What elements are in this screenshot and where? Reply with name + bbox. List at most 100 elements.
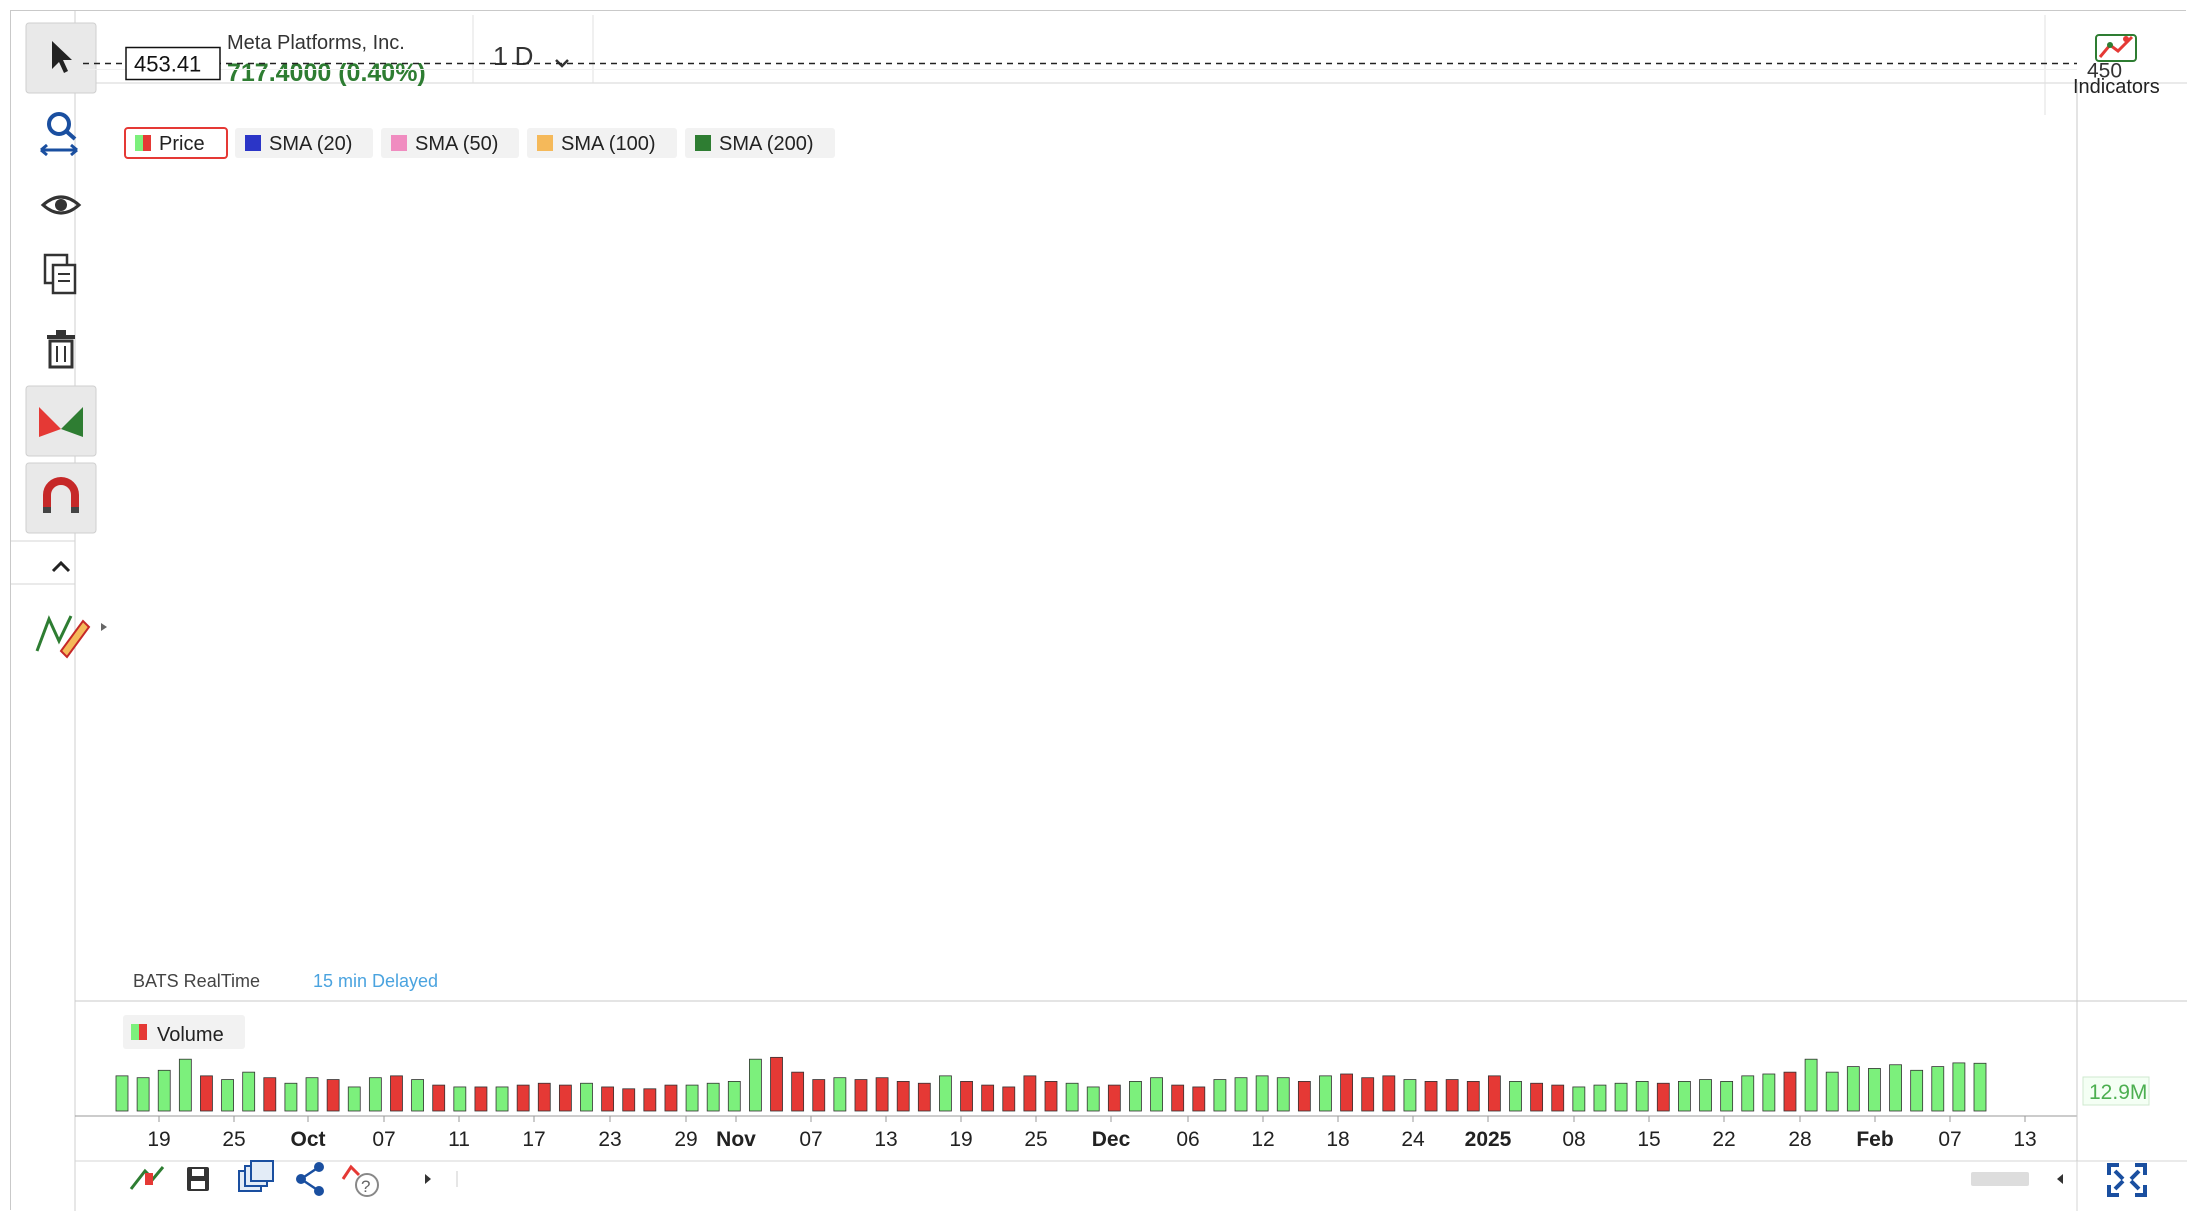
volume-value-tag [2082,1076,2150,1106]
volume-bar [960,1081,973,1112]
volume-bar [221,1079,234,1112]
scroll-thumb[interactable] [1971,1172,2029,1186]
volume-bar [917,1082,931,1112]
volume-bar [601,1086,615,1112]
volume-bar [1825,1071,1839,1112]
volume-bar [411,1079,424,1112]
copy-tool[interactable] [43,253,77,295]
volume-bar [1910,1069,1924,1112]
volume-bar [326,1079,340,1112]
x-tick-label: 23 [598,1128,621,1151]
volume-bar [284,1082,298,1112]
volume-bar [516,1084,530,1112]
volume-bar [1487,1075,1501,1112]
volume-bar [1551,1084,1565,1112]
legend-label: Price [159,133,205,155]
volume-bar [1086,1086,1100,1112]
volume-bar [1424,1081,1438,1112]
x-tick-label: 24 [1401,1128,1425,1151]
indicators-bottom-button[interactable] [129,1166,165,1190]
volume-bar [939,1075,952,1112]
legend-item-sma-20-[interactable]: SMA (20) [235,128,373,158]
price-levels [83,62,2077,65]
x-tick-label: 25 [222,1128,245,1151]
volume-bar [896,1081,910,1112]
draw-tool[interactable] [35,615,91,659]
scroll-left-button[interactable] [425,1174,431,1184]
legend-item-sma-200-[interactable]: SMA (200) [685,128,835,158]
volume-bar [474,1086,488,1112]
layouts-button[interactable] [238,1160,274,1192]
x-tick-label: 07 [1938,1128,1961,1151]
volume-bar [157,1069,171,1112]
x-tick-label: 08 [1562,1128,1585,1151]
volume-bar [706,1082,720,1112]
volume-bar [1678,1081,1691,1112]
legend-label: SMA (200) [719,133,813,155]
volume-bar [1002,1086,1016,1112]
volume-bar [1762,1073,1776,1112]
bottom-toolbar: ? [129,1160,2147,1211]
interval-selector[interactable]: 1 D [493,41,569,71]
delete-tool[interactable] [47,330,75,369]
legend-item-price[interactable]: Price [124,127,228,159]
indicators-button[interactable]: Indicators [2073,34,2160,98]
scroll-right-button[interactable] [2057,1174,2063,1184]
volume-bar [1614,1082,1628,1112]
legend-swatch [537,135,553,151]
volume-bar [981,1084,995,1112]
save-icon [187,1167,209,1191]
volume-bar [263,1077,277,1112]
chart-frame: META Meta Platforms, Inc. 717.4000 (0.40… [10,10,2187,1211]
volume-label: Volume [157,1024,224,1046]
legend-item-sma-50-[interactable]: SMA (50) [381,128,519,158]
grid [83,68,2077,70]
volume-value: 12.9M [2089,1081,2147,1104]
volume-bar [1741,1075,1755,1112]
volume-bar [875,1077,889,1112]
layouts-icon [238,1160,274,1192]
legend-swatch [245,135,261,151]
volume-bar [1572,1086,1586,1112]
zoom-tool[interactable] [40,112,78,157]
y-axis: 450500650700750717.4660.249627.589600.48… [2087,59,2122,82]
legend-swatch [695,135,711,151]
volume-bar [200,1075,213,1112]
visibility-tool[interactable] [40,195,82,215]
cursor-icon [52,41,72,73]
volume-bar [1635,1081,1649,1112]
collapse-toolbar-button[interactable] [51,560,71,573]
volume-bar [664,1084,678,1112]
volume-bar [1297,1081,1311,1112]
fullscreen-button[interactable] [2107,1163,2147,1197]
volume-bar [432,1084,446,1112]
volume-bar [622,1088,636,1112]
x-tick-label: 28 [1788,1128,1811,1151]
legend-label: SMA (50) [415,133,498,155]
delay-label: 15 min Delayed [313,971,438,991]
legend-item-bg [381,128,519,158]
cursor-tool[interactable] [25,22,97,94]
help-button[interactable]: ? [341,1164,379,1197]
volume-swatch-up [131,1024,139,1040]
price-level-labels: 724.72648.11630.2607.75594.25554.08500.2… [125,46,221,81]
save-button[interactable] [187,1167,209,1191]
legend-item-bg [527,128,677,158]
volume-bar [1656,1082,1670,1112]
magnet-tool[interactable] [25,462,97,534]
legend-item-sma-100-[interactable]: SMA (100) [527,128,677,158]
volume-bar [1319,1075,1332,1112]
x-tick-label: Oct [290,1128,325,1151]
share-button[interactable] [296,1162,324,1196]
volume-bar [453,1086,467,1112]
trend-tool[interactable] [25,385,97,457]
frame-bg [11,11,2187,1211]
chevron-left-icon [425,1174,431,1184]
volume-bar [558,1084,572,1112]
volume-bar [1023,1075,1037,1112]
source-label: BATS RealTime [133,971,260,991]
eye-icon [40,195,82,215]
volume-bar [1445,1079,1459,1112]
svg-text:?: ? [361,1177,370,1196]
volume-bar [242,1071,256,1112]
